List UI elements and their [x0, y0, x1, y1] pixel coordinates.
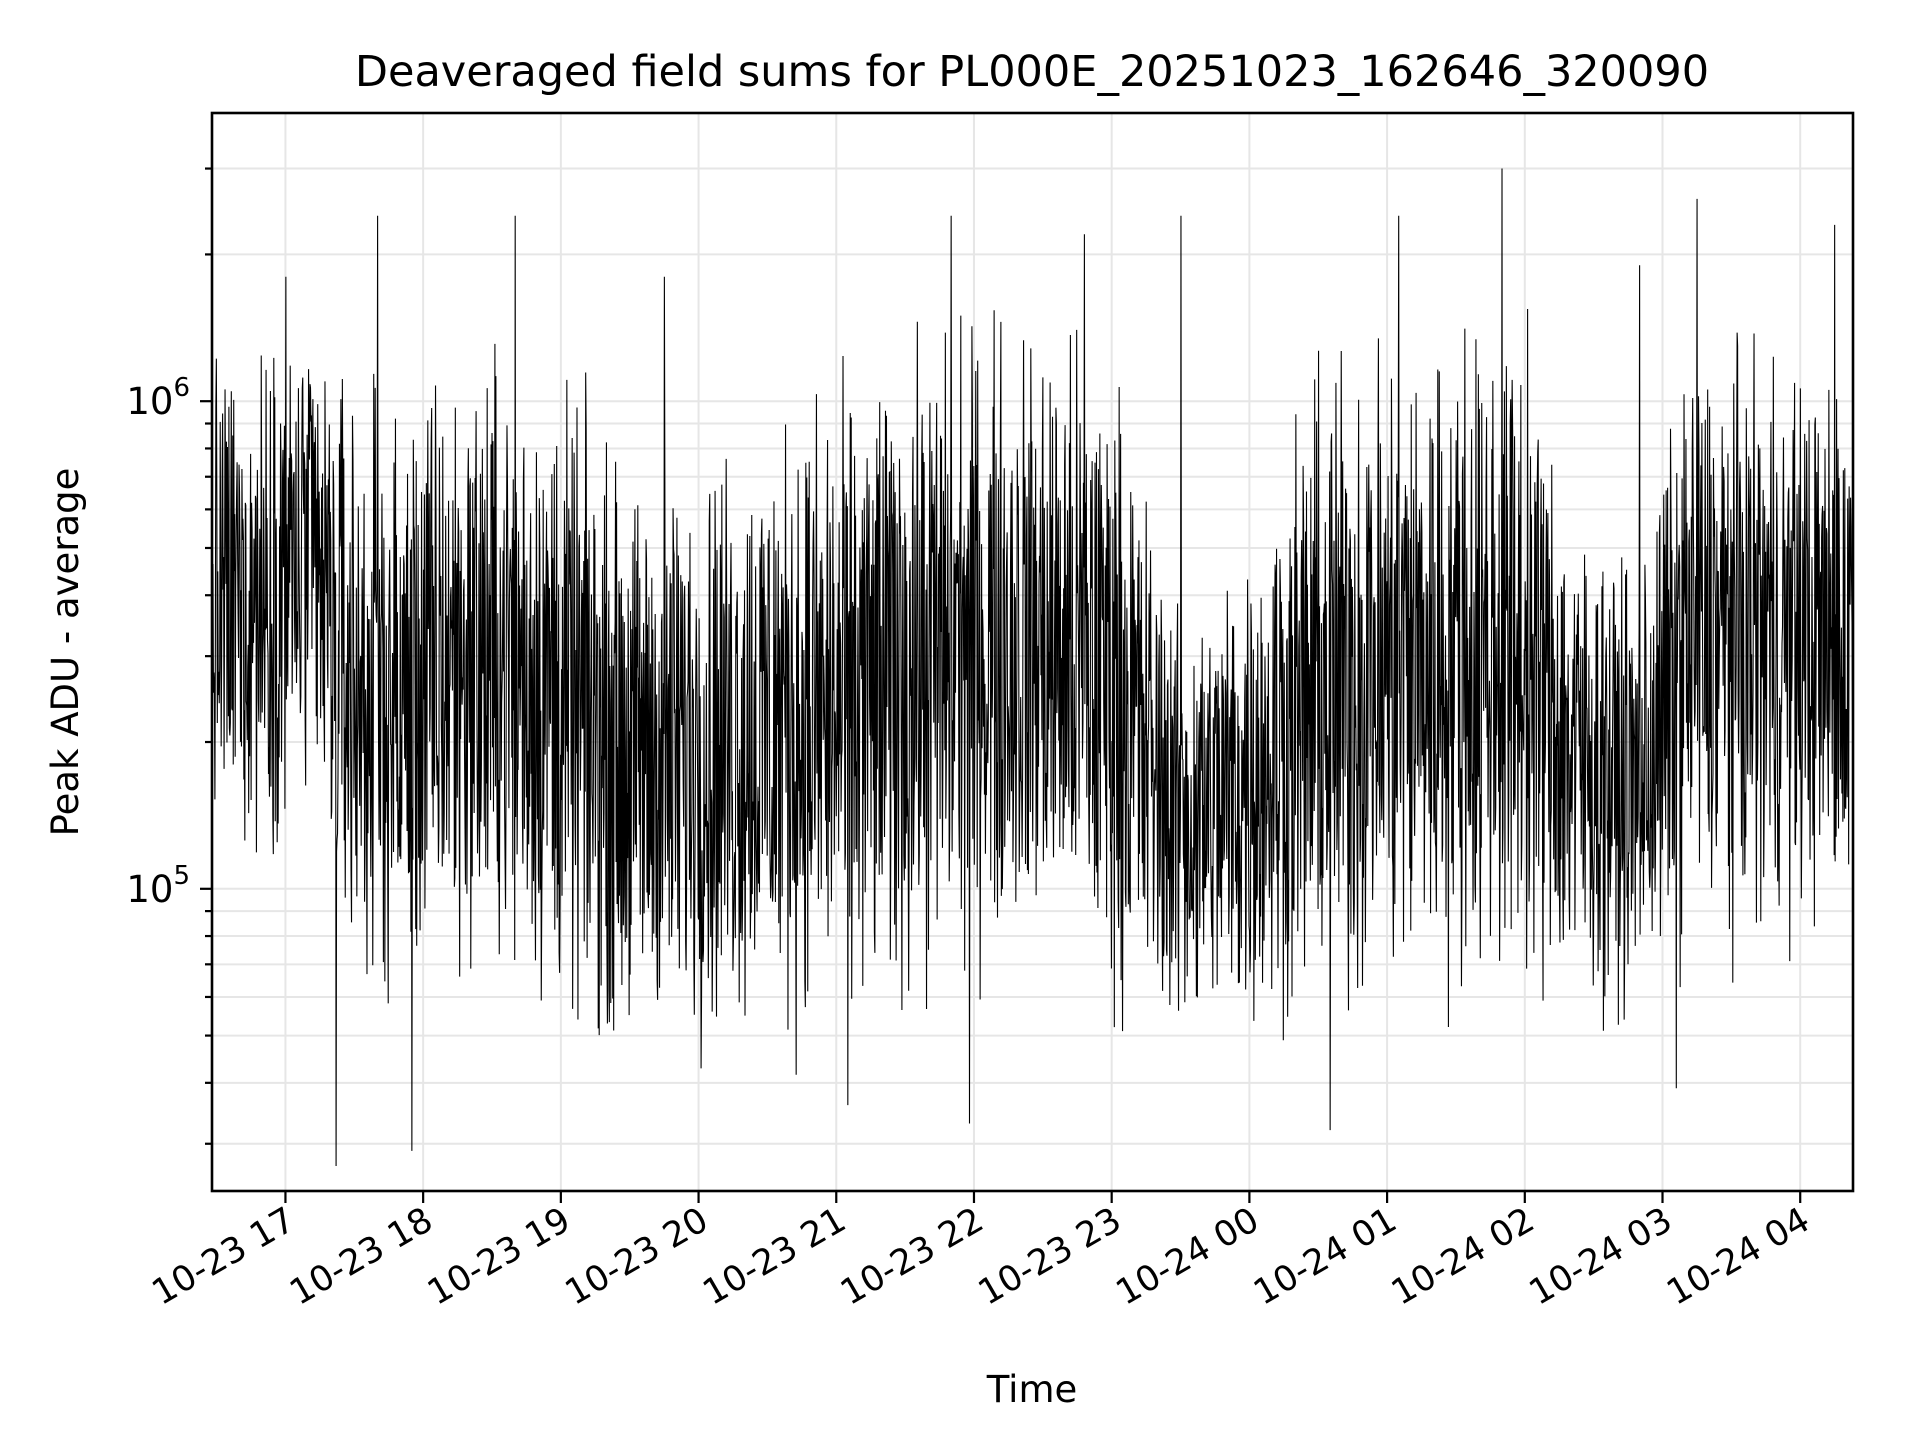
x-tick-label: 10-23 23 [972, 1200, 1128, 1313]
x-axis-label: Time [986, 1368, 1078, 1411]
y-tick-label: 106 [126, 373, 190, 423]
x-tick-label: 10-24 02 [1385, 1200, 1541, 1313]
y-axis-label: Peak ADU - average [44, 468, 87, 837]
series-line [211, 168, 1854, 1167]
chart-title: Deaveraged field sums for PL000E_2025102… [355, 47, 1709, 97]
x-tick-label: 10-23 20 [559, 1200, 715, 1313]
x-tick-label: 10-24 01 [1247, 1200, 1403, 1313]
x-tick-label: 10-23 22 [834, 1200, 990, 1313]
plot-frame [210, 111, 1855, 1193]
x-tick-label: 10-23 19 [421, 1200, 577, 1313]
x-tick-label: 10-24 03 [1523, 1200, 1679, 1313]
x-tick-label: 10-24 04 [1660, 1200, 1816, 1313]
x-tick-label: 10-23 17 [146, 1200, 302, 1313]
grid [212, 113, 1853, 1191]
x-tick-label: 10-23 18 [283, 1200, 439, 1313]
x-tick-label: 10-23 21 [696, 1200, 852, 1313]
y-tick-label: 105 [126, 861, 190, 911]
series-layer [211, 168, 1854, 1167]
y-axis: 105 106 [126, 167, 212, 1145]
x-tick-label: 10-24 00 [1110, 1200, 1266, 1313]
